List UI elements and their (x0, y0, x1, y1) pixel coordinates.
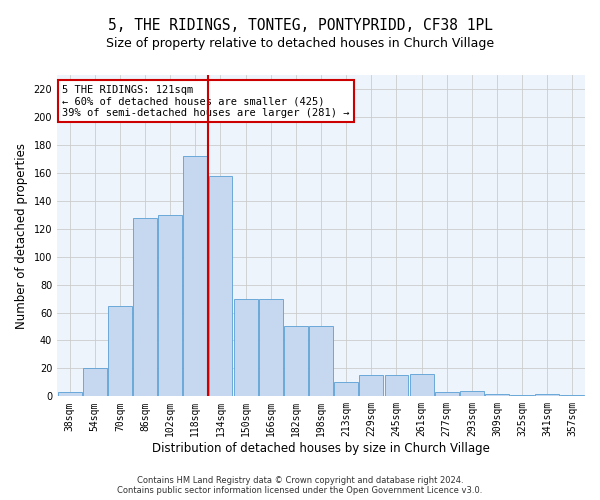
Bar (485, 394, 509, 396)
Text: Contains HM Land Registry data © Crown copyright and database right 2024.
Contai: Contains HM Land Registry data © Crown c… (118, 476, 482, 495)
Bar (535, 394, 559, 396)
Text: 5, THE RIDINGS, TONTEG, PONTYPRIDD, CF38 1PL: 5, THE RIDINGS, TONTEG, PONTYPRIDD, CF38… (107, 18, 493, 32)
Bar (108, 306, 132, 396)
Y-axis label: Number of detached properties: Number of detached properties (15, 142, 28, 328)
Bar (184, 156, 207, 396)
Bar (334, 382, 358, 396)
Bar (284, 326, 308, 396)
Text: 5 THE RIDINGS: 121sqm
← 60% of detached houses are smaller (425)
39% of semi-det: 5 THE RIDINGS: 121sqm ← 60% of detached … (62, 84, 350, 118)
Bar (58, 392, 82, 396)
Bar (233, 298, 257, 396)
Bar (133, 218, 157, 396)
Bar (435, 392, 458, 396)
Bar (560, 395, 584, 396)
Bar (309, 326, 333, 396)
Bar (83, 368, 107, 396)
Bar (259, 298, 283, 396)
Bar (158, 214, 182, 396)
Bar (510, 395, 534, 396)
Bar (209, 176, 232, 396)
Bar (460, 390, 484, 396)
Bar (385, 376, 409, 396)
Bar (359, 376, 383, 396)
X-axis label: Distribution of detached houses by size in Church Village: Distribution of detached houses by size … (152, 442, 490, 455)
Bar (410, 374, 434, 396)
Text: Size of property relative to detached houses in Church Village: Size of property relative to detached ho… (106, 38, 494, 51)
